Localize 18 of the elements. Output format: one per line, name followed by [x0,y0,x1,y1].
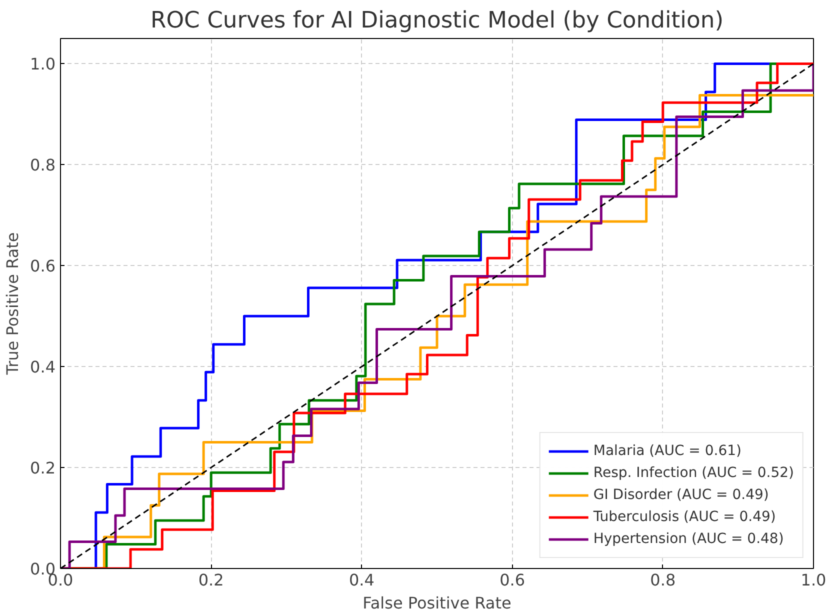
legend-label: Tuberculosis (AUC = 0.49) [593,509,776,525]
legend-label: Malaria (AUC = 0.61) [593,443,742,459]
chart-title: ROC Curves for AI Diagnostic Model (by Condition) [150,8,724,34]
x-axis-title: False Positive Rate [362,594,512,612]
legend-label: Resp. Infection (AUC = 0.52) [593,465,794,481]
y-tick-label: 0.8 [30,156,56,175]
y-tick-label: 1.0 [30,54,56,74]
x-tick-label: 1.0 [800,570,826,590]
y-tick-label: 0.6 [30,256,56,276]
y-axis-title: True Positive Rate [3,232,22,376]
x-tick-label: 0.2 [198,570,224,590]
x-tick-label: 0.8 [650,570,676,590]
x-tick-label: 0.4 [348,570,374,590]
x-tick-label: 0.6 [500,570,526,590]
legend-label: GI Disorder (AUC = 0.49) [593,487,769,503]
y-tick-label: 0.2 [30,458,56,478]
y-tick-label: 0.4 [30,358,56,377]
legend-label: Hypertension (AUC = 0.48) [593,531,784,547]
